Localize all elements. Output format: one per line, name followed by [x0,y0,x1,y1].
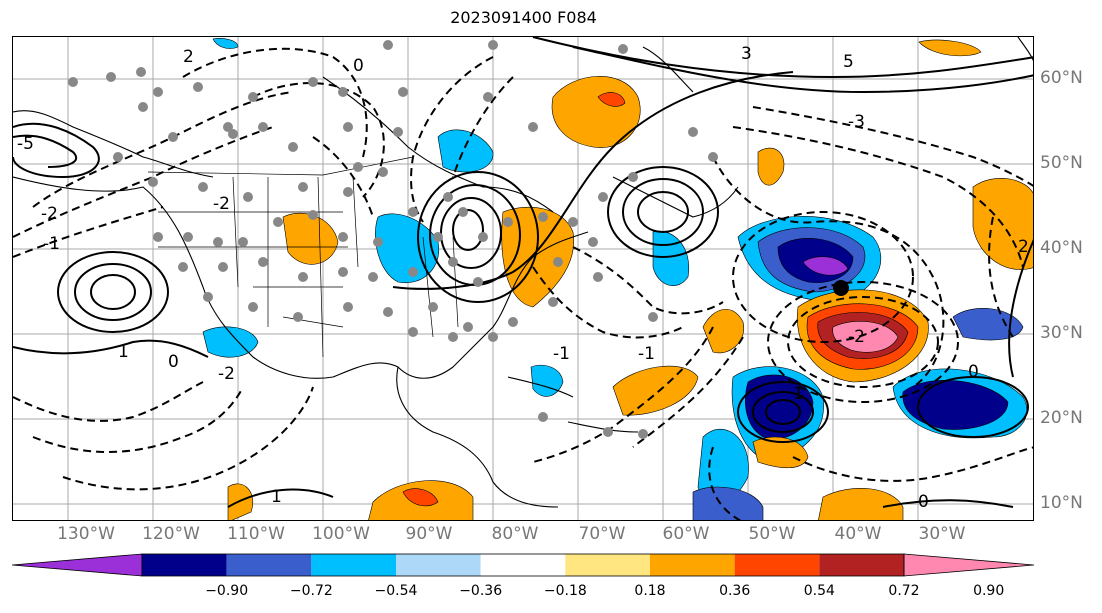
colorbar-tick-label: −0.36 [459,583,503,599]
colorbar-segment [226,554,312,576]
colorbar-segment [734,554,820,576]
colorbar-segment [565,554,650,576]
colorbar-tick-label: −0.18 [543,583,587,599]
colorbar-tick-label: 0.36 [719,583,751,599]
lon-label: 80°W [491,524,539,544]
colorbar-segment [396,554,481,576]
contour-label: -2 [218,364,235,384]
contour-label: -1 [43,234,60,254]
lon-label: 50°W [748,524,796,544]
contour-label: -2 [41,204,58,224]
lat-label: 30°N [1040,323,1083,343]
contour-label: -1 [638,344,655,364]
contour-label: 0 [918,492,929,512]
colorbar-tick-label: −0.72 [289,583,333,599]
lat-label: 20°N [1040,408,1083,428]
colorbar-tick-label: −0.54 [374,583,418,599]
lon-label: 70°W [578,524,626,544]
lon-label: 40°W [834,524,882,544]
contour-label: 2 [183,47,194,67]
lon-label: 130°W [57,524,115,544]
contour-label: -1 [553,344,570,364]
contour-label: 1 [118,342,129,362]
map-panel: 0 2 -2 -3 3 -1 1 -5 5 -2 0 1 -1 -2 0 2 -… [12,36,1034,521]
colorbar [12,553,1035,577]
contour-label: 2 [1018,237,1029,257]
station-dots [68,40,718,439]
lat-label: 40°N [1040,238,1083,258]
lon-label: 30°W [918,524,966,544]
lon-label: 110°W [227,524,285,544]
lat-label: 50°N [1040,153,1083,173]
contour-labels: 0 2 -2 -3 3 -1 1 -5 5 -2 0 1 -1 -2 0 2 -… [17,44,1029,512]
contour-label: -5 [17,134,34,154]
lon-label: 120°W [142,524,200,544]
contour-label: 0 [168,352,179,372]
colorbar-tick-label: −0.90 [205,583,249,599]
colorbar-segment [480,554,566,576]
map-canvas: 0 2 -2 -3 3 -1 1 -5 5 -2 0 1 -1 -2 0 2 -… [13,37,1033,520]
lat-label: 60°N [1040,68,1083,88]
lon-label: 90°W [405,524,453,544]
borders [147,156,459,358]
chart-title: 2023091400 F084 [450,8,597,27]
contour-label: 0 [968,362,979,382]
colorbar-tick-label: 0.54 [803,583,835,599]
contour-label: 1 [793,384,804,404]
contour-label: 5 [843,52,854,72]
colorbar-tick-label: 0.90 [973,583,1005,599]
colorbar-segment [819,554,904,576]
contour-label: 3 [741,44,752,64]
shaded-anomalies [202,38,1033,520]
contour-label: -2 [213,194,230,214]
storm-center-marker [833,280,849,296]
colorbar-segment [142,554,227,576]
contour-label: 0 [353,56,364,76]
colorbar-tick-label: 0.72 [888,583,920,599]
colorbar-outline [141,553,905,577]
colorbar-segment [650,554,735,576]
colorbar-segment [12,553,143,577]
colorbar-segment [903,553,1035,577]
contour-label: -2 [848,327,865,347]
contour-label: -3 [848,112,865,132]
contours-positive [13,37,1033,508]
colorbar-segment [311,554,396,576]
lon-label: 60°W [662,524,710,544]
lon-label: 100°W [312,524,370,544]
contour-label: 1 [271,487,282,507]
colorbar-tick-label: 0.18 [634,583,666,599]
lat-label: 10°N [1040,493,1083,513]
